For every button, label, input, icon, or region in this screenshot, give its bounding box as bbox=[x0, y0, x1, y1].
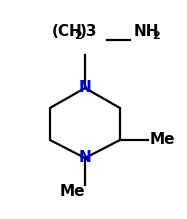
Text: N: N bbox=[79, 81, 91, 95]
Text: N: N bbox=[79, 150, 91, 166]
Text: Me: Me bbox=[59, 184, 85, 200]
Text: NH: NH bbox=[134, 25, 160, 39]
Text: (CH: (CH bbox=[52, 25, 83, 39]
Text: Me: Me bbox=[150, 132, 176, 148]
Text: 2: 2 bbox=[152, 31, 160, 41]
Text: )3: )3 bbox=[80, 25, 97, 39]
Text: 2: 2 bbox=[74, 31, 82, 41]
